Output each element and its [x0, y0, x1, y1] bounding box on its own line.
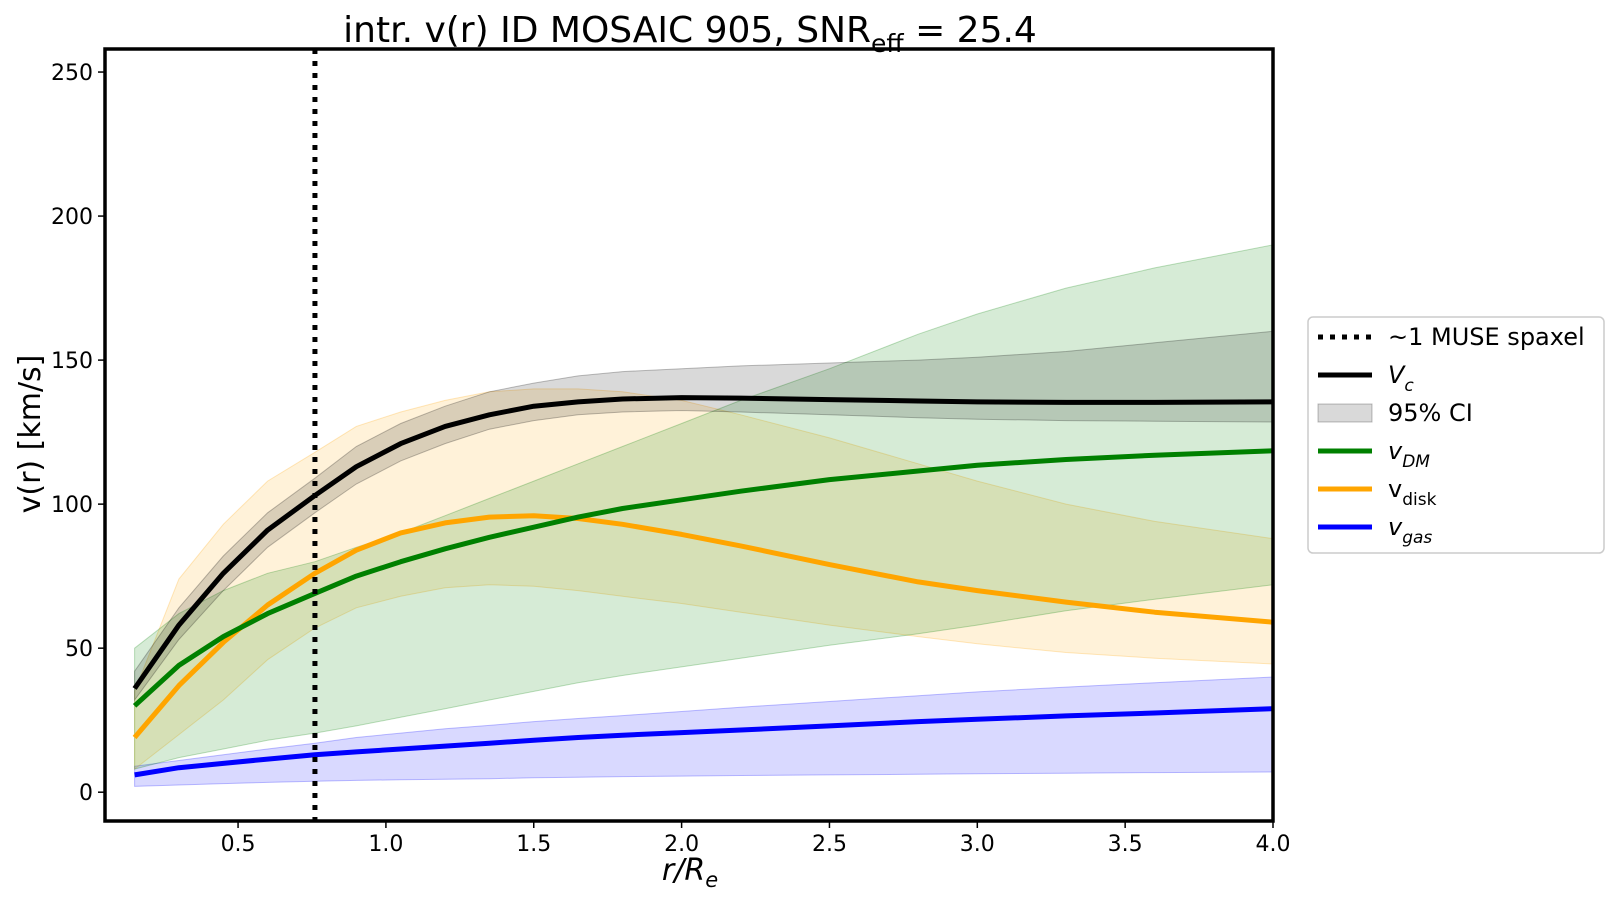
y-tick-label: 150 — [51, 349, 93, 374]
x-tick-label: 4.0 — [1256, 832, 1291, 857]
chart-title-subscript: eff — [871, 29, 904, 58]
legend-box — [1307, 316, 1605, 554]
legend-label: vdisk — [1388, 475, 1437, 510]
legend-label: ~1 MUSE spaxel — [1388, 323, 1585, 351]
x-tick-label: 3.0 — [960, 832, 995, 857]
legend-label: 95% CI — [1388, 399, 1473, 427]
x-tick-label: 3.5 — [1108, 832, 1143, 857]
confidence-bands — [134, 244, 1274, 787]
x-tick-label: 2.5 — [812, 832, 847, 857]
x-tick-label: 1.0 — [368, 832, 403, 857]
x-tick-label: 2.0 — [664, 832, 699, 857]
y-tick-label: 250 — [51, 61, 93, 86]
line-vdisk — [132, 513, 1274, 740]
x-axis-label-subscript: e — [705, 868, 718, 892]
y-axis-label: v(r) [km/s] — [13, 355, 48, 514]
series-lines — [132, 395, 1274, 778]
line-vdm — [132, 448, 1274, 708]
y-tick-label: 100 — [51, 493, 93, 518]
legend-label: vgas — [1388, 513, 1432, 548]
line-vgas — [134, 706, 1274, 778]
line-vc — [132, 395, 1274, 690]
legend-label: vDM — [1388, 437, 1430, 472]
x-tick-label: 0.5 — [221, 832, 256, 857]
y-tick-label: 0 — [79, 781, 93, 806]
legend-label: Vc — [1388, 361, 1414, 396]
y-tick-label: 50 — [65, 637, 93, 662]
x-tick-label: 1.5 — [516, 832, 551, 857]
x-axis-label: r/Re — [662, 853, 718, 892]
y-axis-ticks: 0 50 100 150 200 250 — [51, 61, 105, 806]
y-tick-label: 200 — [51, 205, 93, 230]
plot-frame — [103, 47, 1275, 823]
x-axis-ticks: 0.5 1.0 1.5 2.0 2.5 3.0 3.5 4.0 — [221, 821, 1291, 857]
legend-handle-patch — [1317, 403, 1373, 423]
chart-title: intr. v(r) ID MOSAIC 905, SNReff = 25.4 — [343, 10, 1037, 58]
